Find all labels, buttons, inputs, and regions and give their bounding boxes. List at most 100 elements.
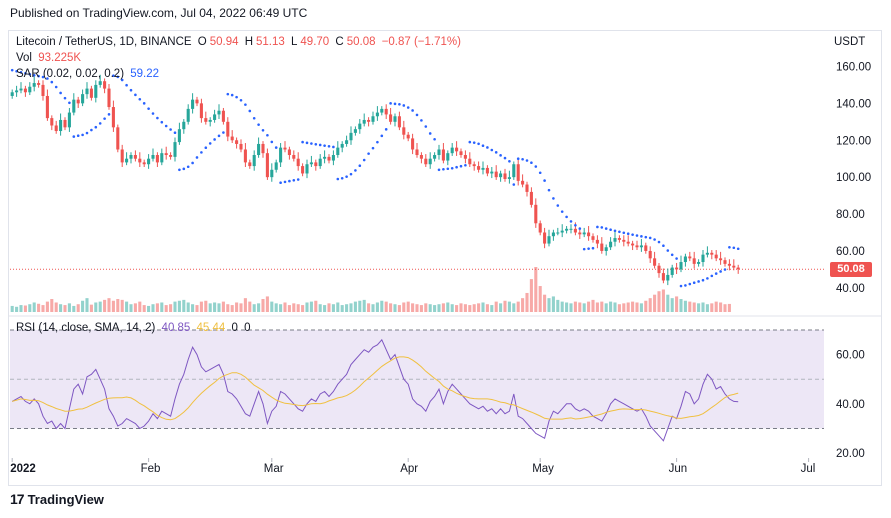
candle-body	[164, 153, 168, 156]
sar-dot	[534, 165, 538, 168]
sar-dot	[468, 140, 472, 144]
candle-body	[301, 166, 305, 174]
sar-dot	[512, 183, 516, 186]
sar-dot	[327, 145, 331, 148]
sar-dot	[270, 140, 274, 144]
candle-body	[230, 136, 234, 141]
volume-bar	[155, 303, 159, 312]
volume-bar	[85, 298, 89, 312]
volume-bar	[243, 298, 247, 312]
volume-bar	[160, 302, 164, 312]
sar-dot	[239, 98, 243, 102]
volume-bar	[142, 305, 146, 312]
candle-body	[261, 143, 265, 154]
sar-dot	[609, 228, 612, 231]
sar-dot	[81, 133, 84, 137]
candle-body	[287, 149, 291, 156]
x-tick-label: May	[532, 463, 554, 475]
price-tick-label: 140.00	[836, 98, 871, 110]
sar-dot	[582, 247, 586, 251]
price-tick-label: 40.00	[836, 283, 865, 295]
volume-bar	[239, 303, 243, 312]
candle-body	[507, 177, 511, 179]
rsi-label[interactable]: RSI (14, close, SMA, 14, 2)	[16, 322, 156, 334]
candle-body	[72, 99, 76, 113]
volume-bar	[512, 303, 516, 312]
candle-body	[81, 94, 85, 104]
candle-body	[521, 180, 525, 185]
candle-body	[323, 156, 327, 159]
sar-dot	[398, 103, 401, 106]
volume-bar	[94, 302, 98, 312]
volume-label[interactable]: Vol	[16, 52, 32, 64]
candle-body	[415, 149, 419, 156]
candle-body	[648, 250, 652, 259]
sar-dot	[98, 122, 102, 125]
volume-bar	[692, 302, 696, 312]
sar-dot	[244, 103, 247, 106]
candle-body	[433, 155, 437, 159]
candle-body	[177, 129, 181, 143]
sar-dot	[547, 188, 551, 192]
volume-bar	[582, 303, 586, 312]
currency-label[interactable]: USDT	[834, 36, 866, 48]
sar-label[interactable]: SAR (0.02, 0.02, 0.2)	[16, 68, 125, 80]
sar-dot	[490, 148, 494, 152]
open-label: O	[197, 36, 207, 48]
change-value: −0.87 (−1.71%)	[381, 36, 461, 48]
tradingview-brand[interactable]: 17 TradingView	[10, 491, 104, 507]
volume-bar	[274, 303, 278, 312]
candle-body	[653, 258, 657, 266]
symbol-title[interactable]: Litecoin / TetherUS, 1D, BINANCE	[16, 36, 192, 48]
candle-body	[406, 134, 410, 139]
candle-body	[499, 173, 503, 178]
sar-dot	[195, 156, 199, 159]
sar-dot	[464, 163, 467, 167]
volume-bar	[565, 302, 569, 312]
volume-bar	[270, 301, 274, 312]
sar-dot	[406, 106, 410, 109]
sar-dot	[635, 234, 639, 237]
sar-dot	[538, 171, 542, 175]
candle-body	[204, 118, 208, 122]
chart-frame	[8, 30, 882, 486]
candle-body	[622, 239, 626, 242]
volume-bar	[314, 300, 318, 312]
volume-bar	[287, 305, 291, 312]
candle-body	[397, 116, 401, 128]
rsi-tick-label: 20.00	[836, 448, 865, 460]
rsi-tick-label: 40.00	[836, 399, 865, 411]
volume-bar	[336, 302, 340, 312]
candle-body	[631, 243, 635, 246]
volume-bar	[309, 301, 313, 312]
candle-body	[349, 132, 353, 141]
sar-dot	[684, 284, 687, 287]
candle-body	[639, 245, 643, 248]
sar-dot	[552, 197, 555, 200]
volume-bar	[380, 300, 384, 312]
volume-bar	[265, 296, 269, 312]
high-label: H	[244, 36, 254, 48]
volume-bar	[723, 304, 727, 312]
volume-bar	[226, 304, 230, 312]
sar-dot	[459, 164, 463, 168]
sar-dot	[116, 75, 120, 79]
candle-body	[644, 245, 648, 251]
volume-bar	[424, 303, 428, 312]
volume-bar	[389, 303, 393, 312]
sar-dot	[252, 116, 256, 120]
sar-dot	[142, 102, 146, 105]
candle-body	[697, 262, 701, 264]
candle-body	[578, 232, 582, 235]
sar-dot	[125, 83, 128, 87]
candle-body	[679, 262, 683, 270]
candle-body	[683, 256, 687, 263]
candle-body	[182, 121, 186, 130]
sar-dot	[631, 233, 634, 236]
rsi-tick-label: 60.00	[836, 350, 865, 362]
candle-body	[125, 158, 129, 163]
sar-dot	[349, 172, 353, 176]
candle-body	[292, 155, 296, 159]
volume-bar	[683, 300, 687, 312]
